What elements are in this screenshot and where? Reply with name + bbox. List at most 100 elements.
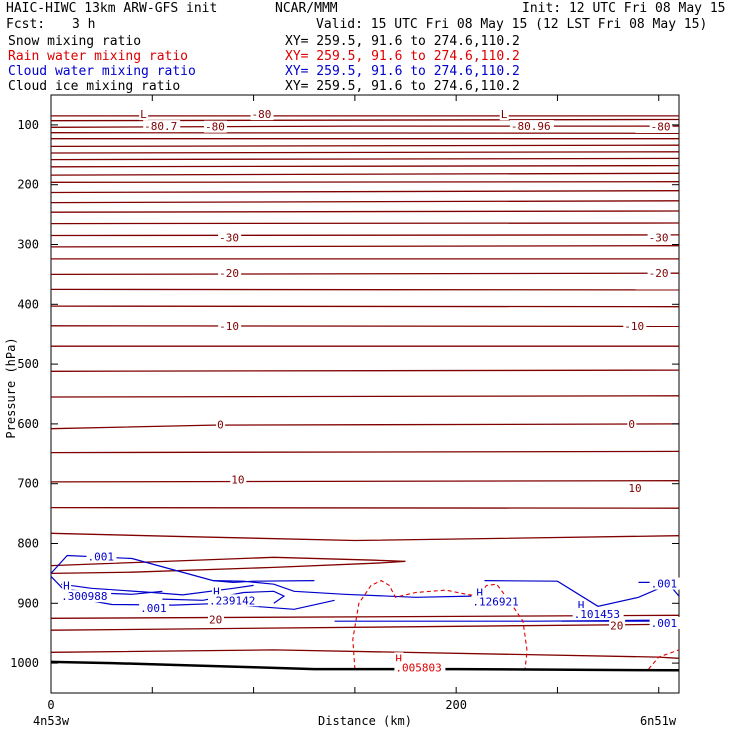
- isotherm-label-bg-7: [218, 231, 242, 244]
- isotherm-label-10: -20: [649, 267, 669, 280]
- isotherm-line-10: [50, 181, 680, 183]
- field-rain-name: Rain water mixing ratio: [8, 49, 189, 64]
- rain-label-0: H: [395, 652, 402, 665]
- cloud-water-contour-1: [61, 583, 254, 596]
- rain-label-1: .005803: [395, 661, 441, 674]
- header-fcst-value: 3 h: [72, 17, 96, 32]
- field-cloud-ice-xy: XY= 259.5, 91.6 to 274.6,110.2: [285, 79, 520, 94]
- left-endpoint-label: 4n53w: [33, 714, 70, 728]
- cloud-water-contour-4: [162, 590, 286, 604]
- isotherm-label-7: -30: [219, 231, 239, 244]
- cloud-water-label-bg-6: [475, 586, 485, 599]
- isotherm-label-bg-6: [649, 120, 673, 133]
- rain-label-bg-1: [394, 661, 446, 674]
- isotherm-label-bg-5: [509, 120, 554, 133]
- isotherm-line-19: [50, 288, 680, 291]
- cloud-water-label-bg-10: [649, 577, 680, 590]
- cloud-water-label-10: .001: [651, 578, 678, 591]
- isotherm-label-bg-12: [623, 319, 647, 332]
- cloud-water-label-bg-8: [576, 599, 586, 612]
- header-valid: Valid: 15 UTC Fri 08 May 15 (12 LST Fri …: [316, 17, 708, 32]
- y-tick-label-4: 500: [17, 357, 39, 371]
- isotherm-label-bg-0: [139, 108, 149, 121]
- plot-frame: [50, 94, 680, 694]
- y-tick-label-5: 600: [17, 417, 39, 431]
- y-tick-label-1: 200: [17, 178, 39, 192]
- isotherm-line-14: [50, 222, 680, 225]
- cloud-water-label-bg-2: [60, 590, 112, 603]
- isotherm-line-29: [50, 532, 680, 542]
- isotherm-label-14: 0: [628, 418, 635, 431]
- cloud-water-label-bg-7: [471, 595, 523, 608]
- rain-label-bg-0: [394, 652, 404, 665]
- x-axis-label: Distance (km): [318, 714, 412, 728]
- isotherm-line-27: [50, 480, 680, 483]
- y-tick-label-0: 100: [17, 118, 39, 132]
- cloud-water-label-bg-0: [86, 550, 117, 563]
- cloud-water-label-bg-9: [572, 608, 624, 621]
- isotherm-label-bg-8: [647, 231, 671, 244]
- isotherm-line-18: [50, 272, 680, 276]
- cloud-water-label-6: H: [476, 587, 483, 600]
- cloud-water-contour-6: [334, 619, 680, 622]
- isotherm-line-20: [50, 305, 680, 308]
- isotherm-label-bg-4: [499, 108, 509, 121]
- y-axis-label: Pressure (hPa): [4, 337, 18, 438]
- isotherm-label-bg-2: [250, 108, 274, 121]
- cloud-water-label-3: .001: [140, 602, 167, 615]
- header-fcst-label: Fcst:: [6, 17, 46, 32]
- isotherm-label-12: -10: [624, 320, 644, 333]
- cloud-water-label-bg-4: [212, 585, 222, 598]
- isotherm-line-26: [50, 450, 680, 454]
- cloud-water-label-bg-3: [139, 602, 170, 615]
- isotherm-label-bg-13: [216, 418, 226, 431]
- isotherm-line-7: [50, 157, 680, 161]
- isotherm-label-6: -80: [651, 121, 671, 134]
- isotherm-label-13: 0: [217, 418, 224, 431]
- isotherm-label-bg-15: [230, 473, 247, 486]
- isotherm-label-bg-14: [627, 417, 637, 430]
- isotherm-label-bg-9: [218, 267, 242, 280]
- isotherm-label-9: -20: [219, 267, 239, 280]
- cloud-water-label-2: .300988: [61, 590, 107, 603]
- cloud-water-label-8: H: [578, 599, 585, 612]
- field-rain-xy: XY= 259.5, 91.6 to 274.6,110.2: [285, 49, 520, 64]
- right-endpoint-label: 6n51w: [640, 714, 677, 728]
- field-snow-name: Snow mixing ratio: [8, 34, 142, 49]
- isotherm-line-11: [50, 190, 680, 194]
- cloud-water-label-7: .126921: [472, 596, 518, 609]
- cloud-water-label-bg-5: [208, 594, 260, 607]
- isotherm-line-9: [50, 172, 680, 176]
- isotherm-line-24: [50, 395, 680, 398]
- y-tick-label-7: 800: [17, 537, 39, 551]
- isotherm-label-8: -30: [649, 231, 669, 244]
- isotherm-label-5: -80.96: [511, 120, 551, 133]
- rain-contour-0: [352, 579, 528, 670]
- isotherm-line-34: [50, 649, 680, 659]
- isotherm-label-17: 20: [209, 613, 222, 626]
- isotherm-label-bg-10: [647, 267, 671, 280]
- isotherm-label-bg-1: [143, 120, 181, 133]
- isotherm-line-21: [50, 325, 680, 328]
- header-init: Init: 12 UTC Fri 08 May 15: [522, 1, 726, 16]
- isotherm-label-15: 10: [231, 474, 244, 487]
- isotherm-line-8: [50, 164, 680, 168]
- cloud-water-label-5: .239142: [209, 594, 255, 607]
- isotherm-label-bg-3: [203, 120, 227, 133]
- y-tick-label-9: 1000: [10, 656, 39, 670]
- cloud-water-contour-5: [213, 580, 473, 598]
- y-tick-label-2: 300: [17, 238, 39, 252]
- isotherm-line-25: [50, 423, 680, 430]
- field-cloud-water-xy: XY= 259.5, 91.6 to 274.6,110.2: [285, 64, 520, 79]
- isotherm-line-16: [50, 245, 680, 248]
- isotherm-label-18: 20: [610, 619, 623, 632]
- rain-contour-1: [648, 649, 680, 670]
- isotherm-line-3: [50, 132, 680, 134]
- isotherm-line-30: [50, 556, 406, 567]
- cloud-water-label-4: H: [213, 585, 220, 598]
- cloud-water-label-1: H: [63, 579, 70, 592]
- isotherm-line-23: [50, 369, 680, 372]
- isotherm-label-4: L: [501, 108, 508, 121]
- cloud-water-label-9: .101453: [574, 608, 620, 621]
